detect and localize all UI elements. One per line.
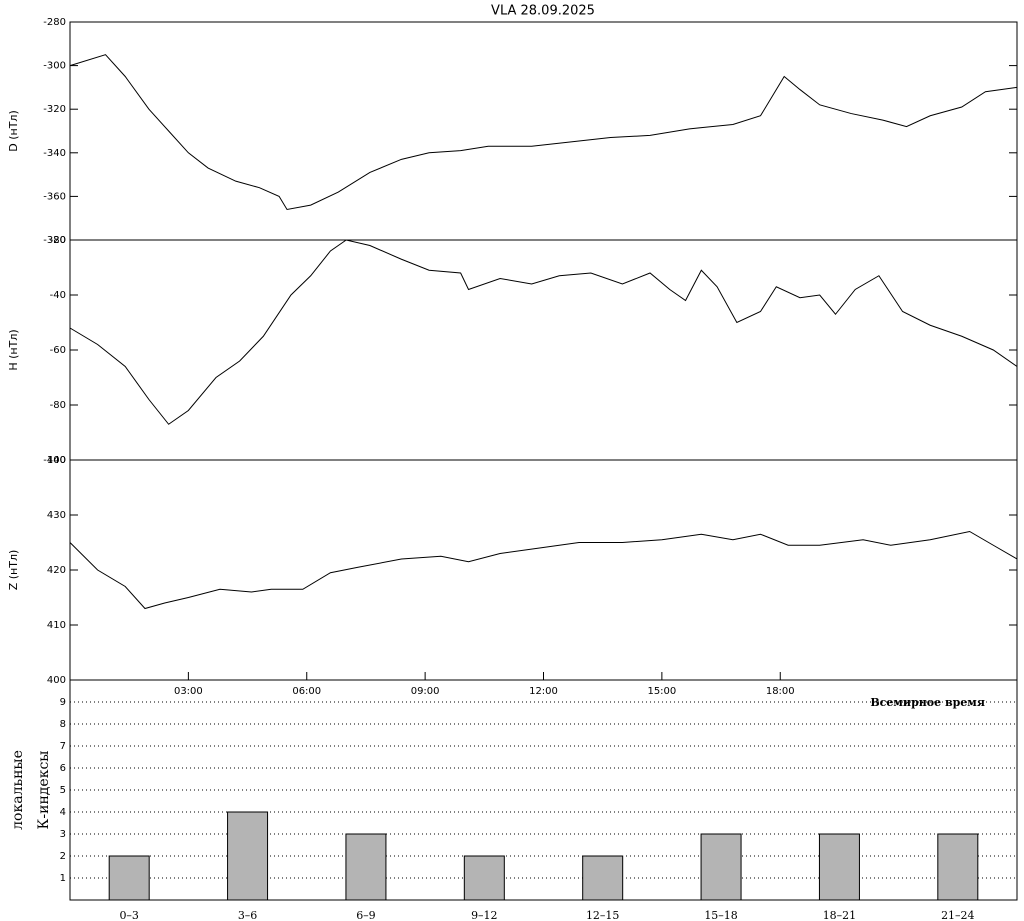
x-tick-label: 15–18 — [704, 909, 738, 921]
y-tick-label: 8 — [60, 719, 66, 730]
bar — [700, 833, 742, 901]
y-tick-label: -80 — [50, 400, 66, 411]
y-axis-label: H (нТл) — [7, 329, 20, 370]
y-tick-label: -360 — [43, 191, 66, 202]
y-tick-label: -40 — [50, 290, 66, 301]
x-tick-label: 0–3 — [119, 909, 139, 921]
x-tick-label: 03:00 — [174, 686, 203, 697]
x-tick-label: 18:00 — [766, 686, 795, 697]
data-line — [69, 54, 1018, 211]
x-tick-label: 3–6 — [238, 909, 258, 921]
y-tick-label: -320 — [43, 104, 66, 115]
bar — [582, 855, 624, 901]
y-tick-label: 5 — [60, 785, 66, 796]
data-line — [69, 530, 1018, 610]
y-tick-label: 7 — [60, 741, 66, 752]
x-tick-label: 15:00 — [647, 686, 676, 697]
x-tick-label: 21–24 — [941, 909, 975, 921]
y-tick-label: -340 — [43, 148, 66, 159]
bar — [227, 811, 269, 901]
y-tick-label: 430 — [47, 510, 66, 521]
data-line — [69, 239, 1018, 425]
x-tick-label: 18–21 — [823, 909, 857, 921]
x-tick-label: 12–15 — [586, 909, 620, 921]
y-tick-label: 9 — [60, 697, 66, 708]
chart-title: VLA 28.09.2025 — [491, 4, 595, 19]
y-axis-label: Z (нТл) — [7, 550, 20, 591]
y-tick-label: -300 — [43, 61, 66, 72]
x-tick-label: 6–9 — [356, 909, 376, 921]
y-tick-label: -20 — [50, 235, 66, 246]
y-tick-label: -100 — [43, 455, 66, 466]
y-tick-label: -280 — [43, 17, 66, 28]
y-tick-label: -380 — [43, 235, 66, 246]
y-tick-label: 6 — [60, 763, 66, 774]
bar — [463, 855, 505, 901]
bar — [345, 833, 387, 901]
y-tick-label: 420 — [47, 565, 66, 576]
y-tick-label: 1 — [60, 873, 66, 884]
x-tick-label: 06:00 — [292, 686, 321, 697]
y-tick-label: 3 — [60, 829, 66, 840]
x-tick-label: 12:00 — [529, 686, 558, 697]
y-axis-label: К-индексы — [36, 751, 52, 830]
bar — [108, 855, 150, 901]
bar — [818, 833, 860, 901]
x-tick-label: 09:00 — [411, 686, 440, 697]
y-tick-label: 410 — [47, 620, 66, 631]
y-tick-label: 4 — [60, 807, 66, 818]
y-axis-label: D (нТл) — [7, 110, 20, 152]
y-tick-label: 2 — [60, 851, 66, 862]
y-axis-label: локальные — [10, 750, 26, 830]
y-tick-label: -60 — [50, 345, 66, 356]
x-axis-label: Всемирное время — [870, 696, 985, 709]
x-tick-label: 9–12 — [471, 909, 498, 921]
y-tick-label: 400 — [47, 675, 66, 686]
bar — [937, 833, 979, 901]
y-tick-label: 440 — [47, 455, 66, 466]
